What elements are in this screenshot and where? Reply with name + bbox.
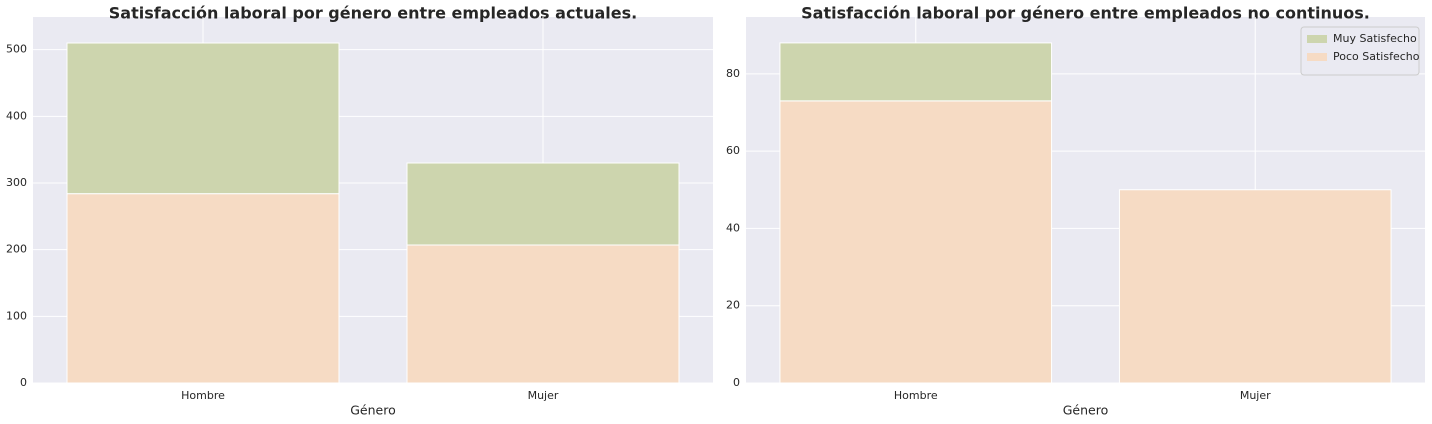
y-tick-label: 60 [726, 144, 740, 157]
y-tick-label: 200 [6, 243, 27, 256]
y-tick-label: 40 [726, 221, 740, 234]
y-tick-label: 300 [6, 176, 27, 189]
chart: Satisfacción laboral por género entre em… [6, 4, 713, 418]
x-axis-label: Género [1063, 403, 1109, 418]
y-tick-label: 100 [6, 309, 27, 322]
chart-title: Satisfacción laboral por género entre em… [801, 4, 1370, 23]
legend-label: Poco Satisfecho [1333, 50, 1420, 63]
bar [406, 162, 680, 246]
bar [1118, 189, 1392, 384]
bar [406, 244, 680, 384]
x-tick-label: Mujer [528, 389, 559, 402]
y-tick-label: 0 [733, 376, 740, 389]
x-axis-label: Género [350, 403, 396, 418]
bar [66, 42, 340, 195]
x-tick-label: Hombre [181, 389, 225, 402]
y-tick-label: 20 [726, 299, 740, 312]
bar [779, 42, 1053, 102]
bar [779, 100, 1053, 384]
legend-label: Muy Satisfecho [1333, 32, 1417, 45]
legend-box [1300, 26, 1420, 76]
legend-swatch [1307, 53, 1327, 61]
y-tick-label: 400 [6, 109, 27, 122]
x-tick-label: Mujer [1240, 389, 1271, 402]
y-tick-label: 80 [726, 67, 740, 80]
chart-title: Satisfacción laboral por género entre em… [109, 4, 637, 23]
y-tick-label: 0 [20, 376, 27, 389]
y-tick-label: 500 [6, 43, 27, 56]
legend-swatch [1307, 35, 1327, 43]
x-tick-label: Hombre [894, 389, 938, 402]
bar [66, 193, 340, 384]
chart: Satisfacción laboral por género entre em… [726, 4, 1425, 418]
